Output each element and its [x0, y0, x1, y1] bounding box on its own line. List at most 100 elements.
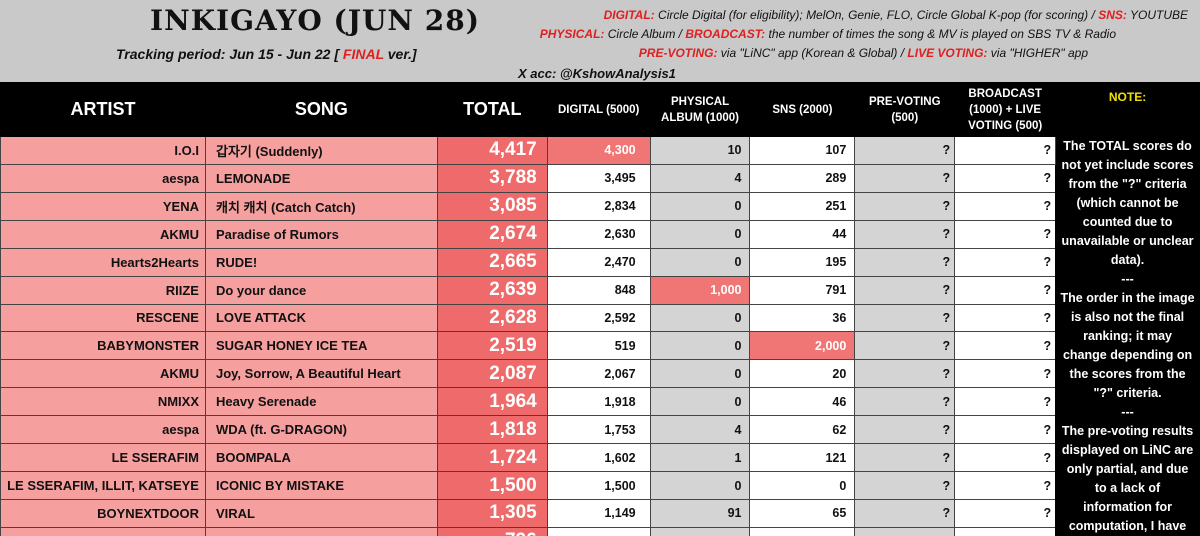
live-label: LIVE VOTING:	[907, 46, 988, 60]
cell-total: 1,724	[436, 443, 548, 473]
cell-sns: 2,000	[749, 331, 856, 361]
criteria-legend: DIGITAL: Circle Digital (for eligibility…	[488, 6, 1188, 63]
cell-total: 2,628	[436, 303, 548, 333]
cell-pre: ?	[854, 275, 956, 305]
cell-sns: 65	[749, 498, 856, 528]
cell-pre: ?	[854, 443, 956, 473]
cell-artist: aespa	[0, 415, 206, 445]
cell-song: 갑자기 (Suddenly)	[204, 136, 438, 165]
note-panel: NOTE:	[1055, 82, 1200, 137]
cell-digital: 2,834	[546, 191, 651, 221]
cell-song: DDI RO RI	[204, 526, 438, 536]
cell-total: 796	[436, 526, 548, 536]
table-row: Hearts2Hearts RUDE! 2,665 2,470 0 195??	[0, 247, 1200, 277]
note-heading: NOTE:	[1108, 90, 1147, 104]
cell-digital: 848	[546, 275, 651, 305]
cell-artist: LE SSERAFIM, ILLIT, KATSEYE	[0, 471, 206, 500]
cell-song: BOOMPALA	[204, 443, 438, 473]
cell-sns: 0	[749, 471, 856, 500]
criteria-line-1: DIGITAL: Circle Digital (for eligibility…	[488, 6, 1188, 25]
cell-physical: 0	[649, 471, 751, 500]
cell-physical: 0	[649, 191, 751, 221]
cell-sns: 44	[749, 219, 856, 249]
cell-artist: RESCENE	[0, 303, 206, 333]
criteria-line-2: PHYSICAL: Circle Album / BROADCAST: the …	[488, 25, 1188, 44]
cell-bc: ?	[954, 443, 1057, 473]
cell-artist: Hearts2Hearts	[0, 247, 206, 277]
cell-pre: ?	[854, 471, 956, 500]
table-row: I.O.I 갑자기 (Suddenly) 4,417 4,300 10 107?? The…	[0, 136, 1200, 536]
col-broadcast: BROADCAST (1000) + LIVE VOTING (500)	[954, 82, 1057, 137]
cell-digital: 700	[546, 526, 651, 536]
cell-bc: ?	[954, 387, 1057, 417]
cell-total: 1,500	[436, 471, 548, 500]
cell-total: 3,085	[436, 191, 548, 221]
cell-song: Heavy Serenade	[204, 387, 438, 417]
note-separator: ---	[1121, 272, 1134, 286]
table-row: BABYMONSTER SUGAR HONEY ICE TEA 2,519 519 0 2…	[0, 331, 1200, 361]
page-title: INKIGAYO (JUN 28)	[150, 4, 480, 37]
cell-bc: ?	[954, 163, 1057, 193]
physical-text: Circle Album /	[607, 27, 683, 41]
cell-total: 2,519	[436, 331, 548, 361]
note-paragraph-1: The TOTAL scores do not yet include scor…	[1061, 139, 1194, 267]
cell-digital: 1,918	[546, 387, 651, 417]
cell-song: 캐치 캐치 (Catch Catch)	[204, 191, 438, 221]
criteria-line-3: PRE-VOTING: via "LiNC" app (Korean & Glo…	[488, 44, 1188, 63]
cell-pre: ?	[854, 498, 956, 528]
cell-physical: 0	[649, 219, 751, 249]
cell-sns: 20	[749, 359, 856, 389]
table-row: LE SSERAFIM BOOMPALA 1,724 1,602 1 121??	[0, 443, 1200, 473]
cell-sns: 36	[749, 303, 856, 333]
cell-digital: 2,470	[546, 247, 651, 277]
cell-digital: 2,592	[546, 303, 651, 333]
cell-total: 2,665	[436, 247, 548, 277]
cell-pre: ?	[854, 415, 956, 445]
cell-physical: 0	[649, 387, 751, 417]
table-row: BOYNEXTDOOR VIRAL 1,305 1,149 91 65??	[0, 498, 1200, 528]
cell-pre: ?	[854, 359, 956, 389]
page-header: INKIGAYO (JUN 28) Tracking period: Jun 1…	[0, 0, 1200, 82]
cell-bc: ?	[954, 136, 1057, 165]
cell-total: 3,788	[436, 163, 548, 193]
live-text: via "HIGHER" app	[990, 46, 1088, 60]
cell-artist: aespa	[0, 163, 206, 193]
cell-song: VIRAL	[204, 498, 438, 528]
broadcast-text: the number of times the song & MV is pla…	[768, 27, 1116, 41]
cell-artist: BABYMONSTER	[0, 331, 206, 361]
cell-sns: 195	[749, 247, 856, 277]
note-paragraph-3: The pre-voting results displayed on LiNC…	[1061, 424, 1194, 533]
prevoting-label: PRE-VOTING:	[638, 46, 718, 60]
col-artist: ARTIST	[0, 82, 206, 137]
cell-song: RUDE!	[204, 247, 438, 277]
cell-bc: ?	[954, 498, 1057, 528]
cell-sns: 95	[749, 526, 856, 536]
cell-sns: 107	[749, 136, 856, 165]
cell-song: LOVE ATTACK	[204, 303, 438, 333]
prevoting-text: via "LiNC" app (Korean & Global) /	[720, 46, 905, 60]
cell-total: 2,087	[436, 359, 548, 389]
cell-digital: 3,495	[546, 163, 651, 193]
broadcast-label: BROADCAST:	[685, 27, 766, 41]
cell-physical: 0	[649, 359, 751, 389]
cell-artist: RIIZE	[0, 275, 206, 305]
col-digital: DIGITAL (5000)	[546, 82, 651, 137]
col-sns: SNS (2000)	[749, 82, 856, 137]
table-row: aespa LEMONADE 3,788 3,495 4 289??	[0, 163, 1200, 193]
cell-total: 1,818	[436, 415, 548, 445]
cell-digital: 1,602	[546, 443, 651, 473]
cell-digital: 2,630	[546, 219, 651, 249]
table-row: AKMU Joy, Sorrow, A Beautiful Heart 2,087 2…	[0, 359, 1200, 389]
physical-label: PHYSICAL:	[539, 27, 605, 41]
cell-artist: YENA	[0, 191, 206, 221]
cell-total: 4,417	[436, 136, 548, 165]
table-row: RIIZE Do your dance 2,639 848 1,000 791??	[0, 275, 1200, 305]
score-table: ARTIST SONG TOTAL DIGITAL (5000) PHYSICA…	[0, 82, 1200, 536]
cell-total: 1,305	[436, 498, 548, 528]
final-badge: FINAL	[342, 46, 384, 62]
cell-artist: BOYNEXTDOOR	[0, 498, 206, 528]
digital-label: DIGITAL:	[603, 8, 655, 22]
table-row: aespa WDA (ft. G-DRAGON) 1,818 1,753 4 62??	[0, 415, 1200, 445]
table-row: RESCENE LOVE ATTACK 2,628 2,592 0 36??	[0, 303, 1200, 333]
cell-physical: 10	[649, 136, 751, 165]
